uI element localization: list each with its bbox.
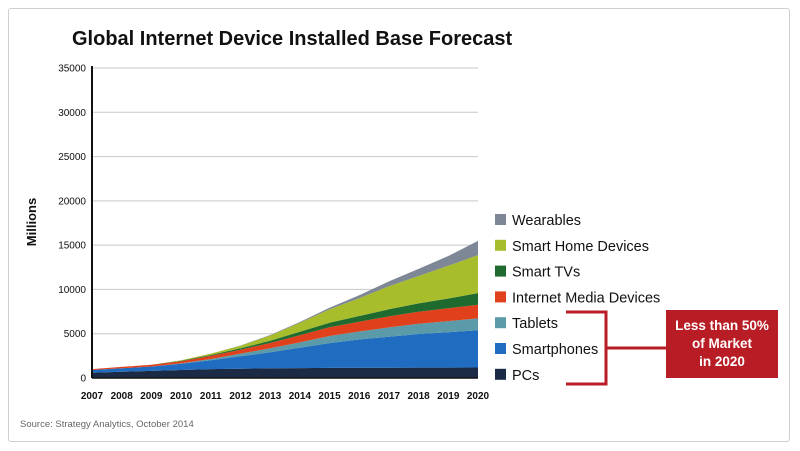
x-tick-label: 2010 (170, 391, 193, 402)
legend-swatch-smart-tvs (495, 265, 506, 277)
legend-label-internet-media-devices: Internet Media Devices (512, 290, 660, 306)
callout-text-line: Less than 50% (675, 318, 769, 333)
legend-label-wearables: Wearables (512, 213, 581, 229)
x-tick-label: 2016 (348, 391, 371, 402)
legend-label-smart-tvs: Smart TVs (512, 265, 580, 281)
legend-label-smart-home-devices: Smart Home Devices (512, 239, 649, 255)
legend-swatch-smart-home-devices (495, 239, 506, 251)
y-tick-label: 30000 (58, 108, 86, 119)
legend-swatch-pcs (495, 368, 506, 380)
legend-swatch-internet-media-devices (495, 291, 506, 303)
legend: Wearables Smart Home Devices Smart TVs Inte… (495, 213, 660, 384)
callout-text-line: in 2020 (699, 354, 745, 369)
y-tick-label: 35000 (58, 64, 86, 75)
x-tick-label: 2011 (200, 391, 222, 402)
area-smartphones (92, 330, 478, 373)
x-tick-label: 2019 (437, 391, 460, 402)
legend-label-smartphones: Smartphones (512, 342, 598, 358)
y-tick-label: 5000 (64, 329, 87, 340)
y-tick-labels: 0 5000 10000 15000 20000 25000 30000 35000 (58, 64, 86, 385)
area-internet-media-devices (92, 304, 478, 370)
x-tick-label: 2007 (81, 391, 104, 402)
y-tick-label: 25000 (58, 152, 86, 163)
x-tick-label: 2020 (467, 391, 490, 402)
y-tick-label: 20000 (58, 196, 86, 207)
legend-label-tablets: Tablets (512, 316, 558, 332)
area-pcs (92, 367, 478, 378)
x-tick-label: 2013 (259, 391, 282, 402)
callout-box: Less than 50% of Market in 2020 (666, 310, 778, 378)
y-tick-label: 10000 (58, 285, 86, 296)
axes (91, 66, 478, 379)
x-tick-label: 2017 (378, 391, 401, 402)
legend-swatch-smartphones (495, 343, 506, 354)
x-tick-label: 2015 (318, 391, 341, 402)
stacked-areas (92, 240, 478, 378)
y-tick-label: 15000 (58, 241, 86, 252)
x-tick-label: 2014 (289, 391, 312, 402)
x-tick-label: 2012 (229, 391, 252, 402)
callout-bracket (566, 310, 666, 386)
y-tick-label: 0 (80, 374, 86, 385)
legend-label-pcs: PCs (512, 368, 539, 384)
legend-swatch-wearables (495, 214, 506, 225)
y-axis-label: Millions (24, 198, 39, 246)
x-tick-label: 2009 (140, 391, 163, 402)
callout-text-line: of Market (692, 336, 753, 351)
x-tick-labels: 2007 2008 2009 2010 2011 2012 2013 2014 2015 2016… (81, 391, 490, 402)
area-smart-tvs (92, 293, 478, 370)
chart-title: Global Internet Device Installed Base Fo… (72, 28, 512, 50)
area-tablets (92, 318, 478, 370)
x-tick-label: 2008 (111, 391, 134, 402)
callout-rect (666, 310, 778, 378)
legend-swatch-tablets (495, 317, 506, 329)
x-tick-label: 2018 (407, 391, 430, 402)
source-note: Source: Strategy Analytics, October 2014 (20, 419, 194, 430)
